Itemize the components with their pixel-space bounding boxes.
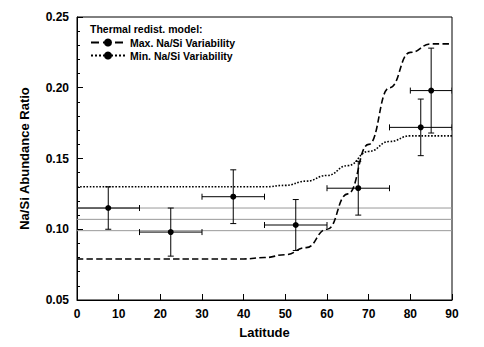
svg-text:Max. Na/Si Variability: Max. Na/Si Variability: [130, 37, 235, 49]
svg-text:Latitude: Latitude: [239, 325, 290, 340]
svg-text:10: 10: [112, 307, 126, 321]
svg-text:0.15: 0.15: [46, 152, 70, 166]
svg-text:0.25: 0.25: [46, 10, 70, 24]
svg-text:0.20: 0.20: [46, 81, 70, 95]
svg-text:70: 70: [362, 307, 376, 321]
svg-text:Min. Na/Si Variability: Min. Na/Si Variability: [130, 50, 233, 62]
svg-text:60: 60: [320, 307, 334, 321]
svg-text:40: 40: [237, 307, 251, 321]
svg-text:80: 80: [404, 307, 418, 321]
svg-text:Na/Si Abundance Ratio: Na/Si Abundance Ratio: [17, 87, 32, 230]
svg-text:Thermal redist. model:: Thermal redist. model:: [90, 23, 203, 35]
svg-text:0.10: 0.10: [46, 222, 70, 236]
svg-text:0.05: 0.05: [46, 293, 70, 307]
svg-text:0: 0: [74, 307, 81, 321]
svg-text:50: 50: [279, 307, 293, 321]
svg-text:90: 90: [445, 307, 459, 321]
svg-text:20: 20: [154, 307, 168, 321]
svg-text:30: 30: [195, 307, 209, 321]
